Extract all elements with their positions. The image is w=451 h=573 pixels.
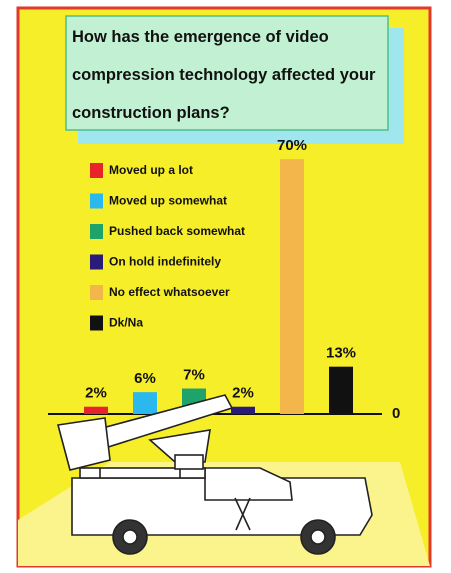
legend-swatch (90, 163, 103, 178)
legend-swatch (90, 224, 103, 239)
value-label: 7% (183, 366, 205, 383)
value-label: 2% (232, 385, 254, 402)
legend-label: Moved up a lot (109, 163, 193, 177)
bar (280, 159, 304, 414)
legend-swatch (90, 254, 103, 270)
y-tick-label: 0 (392, 405, 400, 422)
bar (231, 406, 255, 414)
value-label: 2% (85, 385, 107, 402)
value-label: 70% (277, 137, 307, 154)
legend-label: No effect whatsoever (109, 285, 230, 299)
bar (84, 406, 108, 414)
legend-label: Moved up somewhat (109, 194, 227, 208)
chart-title: How has the emergence of video compressi… (72, 28, 376, 122)
legend-swatch (90, 315, 103, 331)
truck (56, 394, 373, 555)
legend-swatch (90, 193, 103, 209)
legend-label: On hold indefinitely (109, 255, 221, 269)
title-box (65, 15, 389, 131)
legend-swatch (90, 285, 103, 300)
value-label: 13% (326, 345, 356, 362)
bar (133, 392, 157, 414)
bar (329, 366, 353, 414)
legend-label: Dk/Na (109, 316, 143, 330)
value-label: 6% (134, 370, 156, 387)
legend-label: Pushed back somewhat (109, 224, 245, 238)
